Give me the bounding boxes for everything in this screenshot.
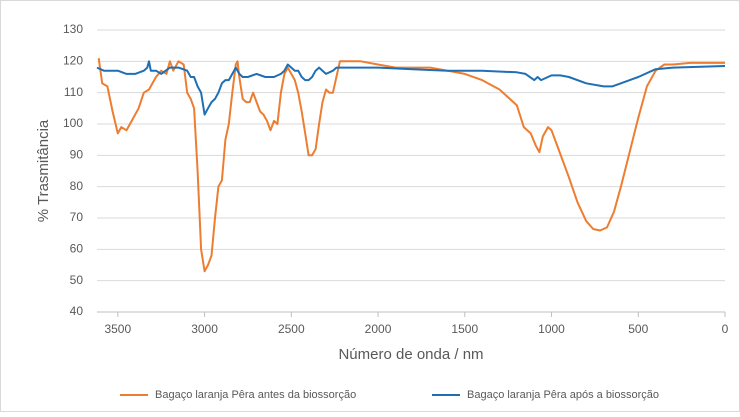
x-axis-label: Número de onda / nm [338, 346, 483, 363]
x-tick-label: 2000 [365, 322, 392, 336]
x-tick-label: 500 [628, 322, 648, 336]
y-tick-label: 60 [70, 242, 84, 256]
series-line [96, 60, 726, 116]
y-tick-label: 110 [64, 85, 83, 99]
x-tick-label: 2500 [278, 322, 305, 336]
x-tick-label: 1500 [451, 322, 478, 336]
x-tick-label: 1000 [538, 322, 565, 336]
series-line [97, 58, 725, 273]
legend-label: Bagaço laranja Pêra após a biossorção [467, 389, 659, 401]
y-tick-label: 40 [70, 304, 84, 318]
y-tick-label: 130 [63, 22, 83, 36]
y-tick-label: 50 [70, 273, 84, 287]
y-tick-label: 90 [70, 148, 84, 162]
x-tick-label: 0 [722, 322, 729, 336]
y-tick-label: 70 [70, 210, 84, 224]
y-tick-label: 100 [63, 116, 83, 130]
y-tick-label: 80 [70, 179, 84, 193]
y-axis-label: % Trasmitância [35, 119, 52, 222]
y-tick-label: 120 [63, 54, 83, 68]
x-tick-label: 3000 [191, 322, 218, 336]
legend-label: Bagaço laranja Pêra antes da biossorção [155, 389, 356, 401]
x-tick-label: 3500 [104, 322, 131, 336]
